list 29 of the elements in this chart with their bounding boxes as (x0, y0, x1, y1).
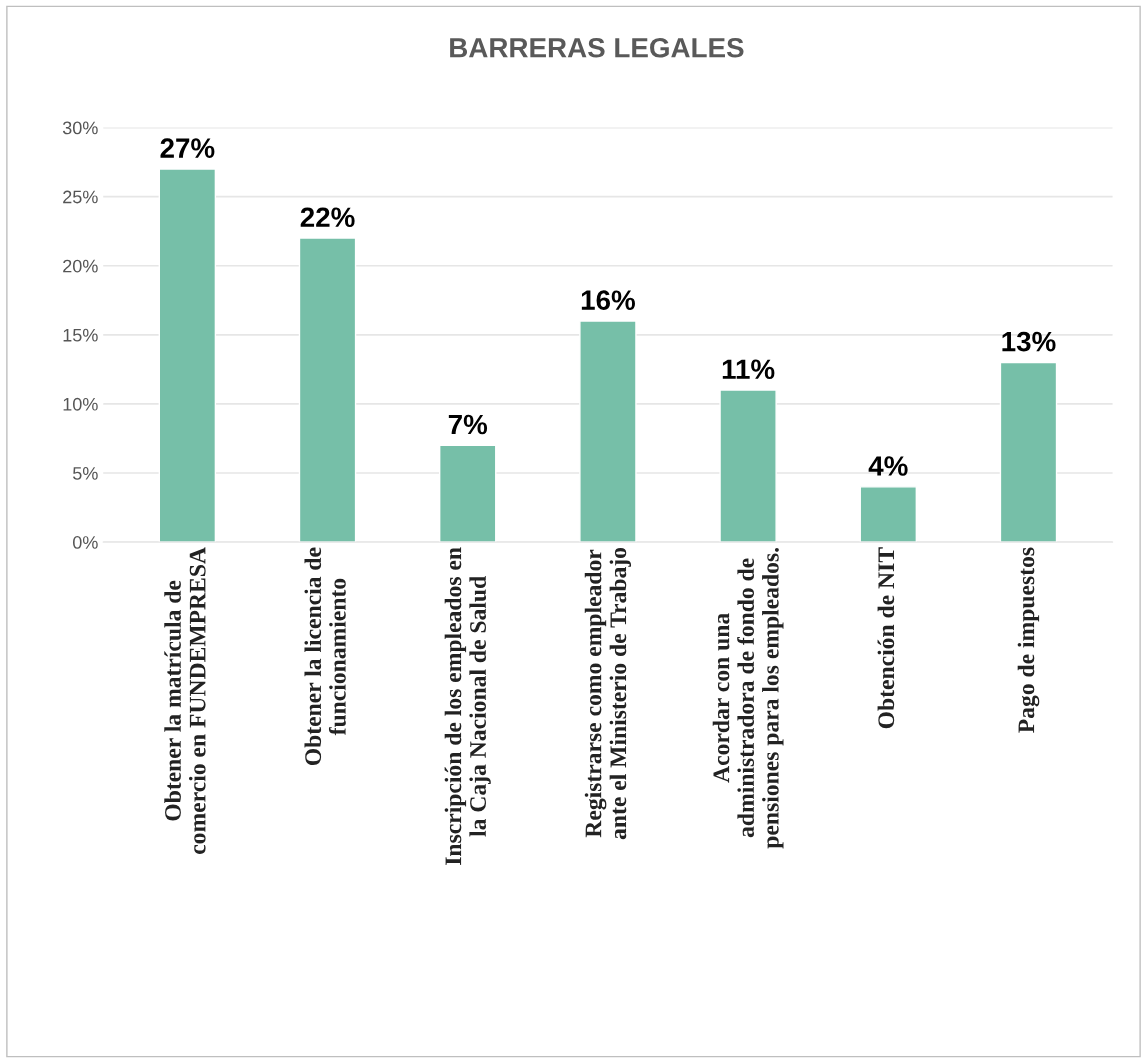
bar (298, 237, 357, 543)
bar (999, 361, 1058, 543)
data-label: 16% (581, 290, 635, 310)
x-tick-label: Obtener la licencia de funcionamiento (304, 547, 346, 766)
data-label: 22% (300, 207, 355, 228)
y-tick-label: 20% (63, 259, 98, 273)
chart-title: BARRERAS LEGALES (450, 37, 744, 58)
y-tick-label: 0% (72, 536, 98, 549)
data-label: 11% (722, 359, 775, 380)
data-label: 4% (868, 456, 908, 476)
bar (719, 389, 777, 543)
bar (438, 444, 497, 543)
y-tick-label: 5% (73, 467, 98, 480)
data-label: 7% (448, 414, 488, 435)
bar (158, 168, 217, 543)
x-tick-label: Registrarse como empleador ante el Ministerio de Trabajo (584, 547, 632, 840)
x-tick-label: Acordar con una administradora de fondo de pensiones para los empleados. (712, 548, 784, 849)
y-tick-label: 10% (63, 397, 98, 411)
bar (859, 486, 918, 543)
data-label: 13% (1002, 331, 1056, 352)
data-label: 27% (160, 138, 215, 158)
x-tick-label: Pago de impuestos (1017, 547, 1040, 733)
y-tick-label: 15% (63, 328, 98, 342)
x-tick-label: Obtener la matrícula de comercio en FUNDEMPRESA (164, 547, 206, 854)
bar (579, 320, 637, 543)
y-tick-label: 30% (62, 121, 98, 135)
y-tick-label: 25% (63, 190, 98, 204)
x-tick-label: Obtención de NIT (877, 547, 895, 729)
x-tick-label: Inscripción de los empleados en la Caja Nacional de Salud (444, 547, 491, 865)
